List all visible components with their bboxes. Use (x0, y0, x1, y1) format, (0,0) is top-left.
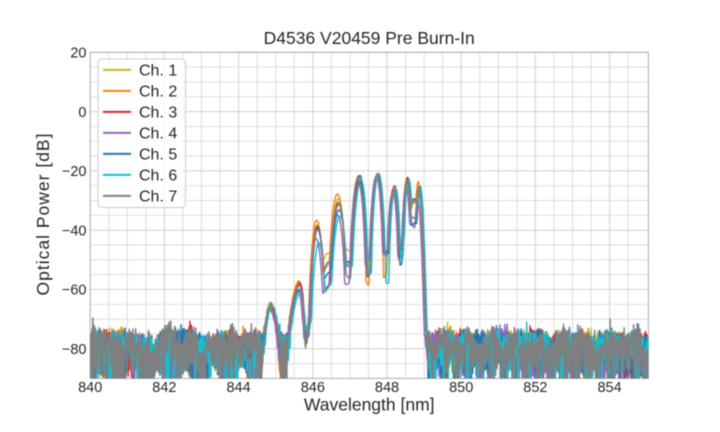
svg-text:D4536 V20459 Pre Burn-In: D4536 V20459 Pre Burn-In (264, 28, 475, 48)
svg-text:−60: −60 (62, 283, 87, 299)
svg-text:Optical Power [dB]: Optical Power [dB] (33, 133, 53, 296)
svg-text:852: 852 (523, 380, 547, 396)
svg-text:850: 850 (449, 380, 473, 396)
svg-text:Ch. 3: Ch. 3 (139, 105, 177, 122)
svg-text:Wavelength [nm]: Wavelength [nm] (304, 395, 435, 415)
svg-text:−40: −40 (62, 223, 87, 239)
svg-text:846: 846 (301, 380, 325, 396)
svg-text:Ch. 5: Ch. 5 (139, 147, 177, 164)
svg-text:0: 0 (78, 105, 86, 121)
svg-text:Ch. 6: Ch. 6 (139, 168, 177, 185)
svg-text:Ch. 2: Ch. 2 (139, 84, 177, 101)
svg-text:854: 854 (597, 380, 621, 396)
svg-text:20: 20 (70, 46, 86, 62)
svg-text:Ch. 7: Ch. 7 (139, 189, 177, 206)
svg-text:Ch. 1: Ch. 1 (139, 63, 177, 80)
svg-text:−20: −20 (62, 164, 87, 180)
svg-text:848: 848 (375, 380, 399, 396)
svg-text:840: 840 (78, 380, 102, 396)
svg-text:Ch. 4: Ch. 4 (139, 126, 177, 143)
svg-text:−80: −80 (62, 342, 87, 358)
svg-text:844: 844 (226, 380, 250, 396)
svg-text:842: 842 (152, 380, 176, 396)
